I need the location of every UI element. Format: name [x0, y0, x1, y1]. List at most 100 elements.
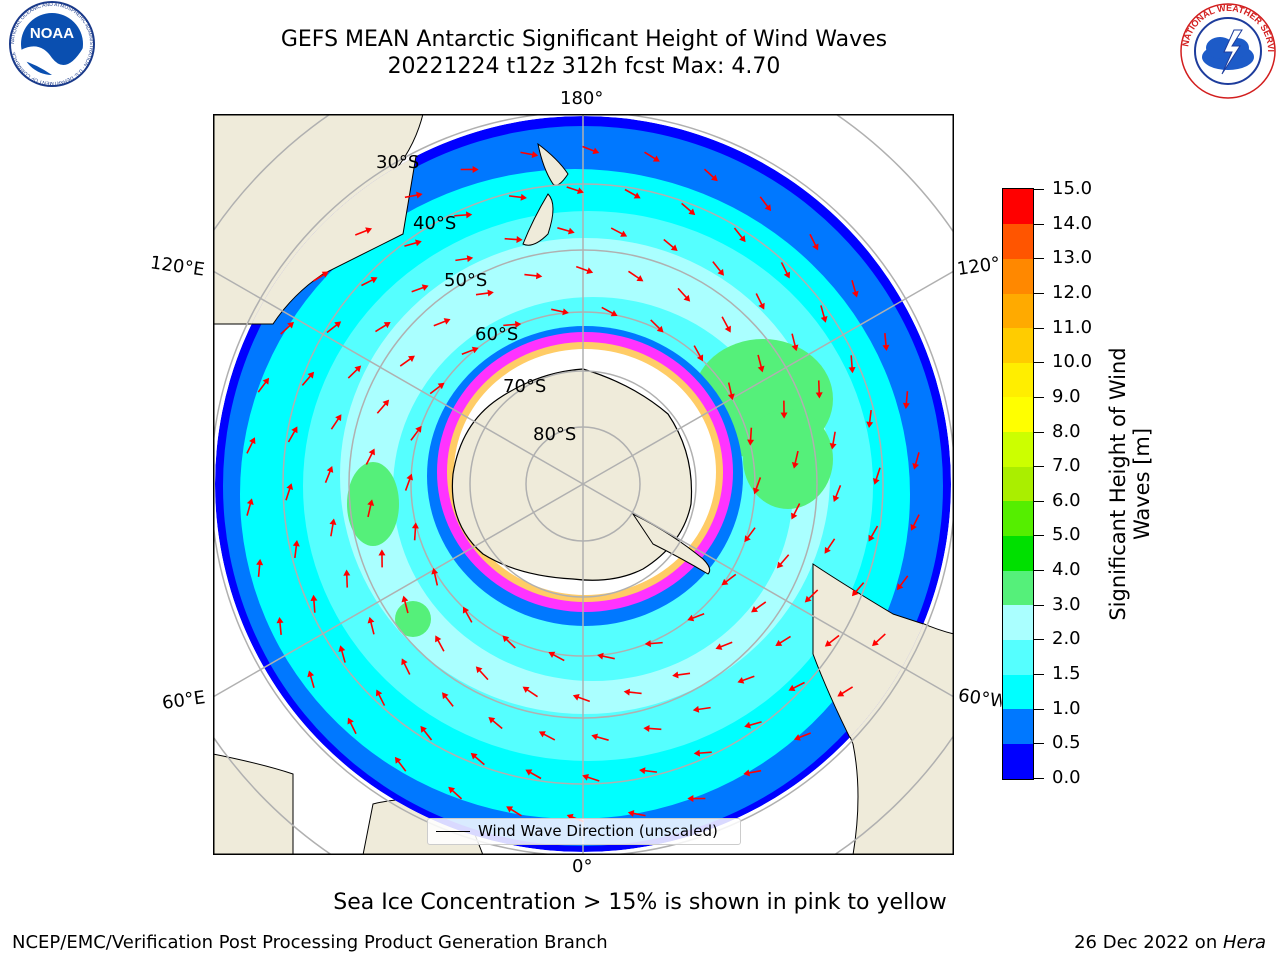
lon-label-0: 0° [572, 856, 593, 877]
wave-arrow-shaft [422, 728, 433, 741]
colorbar-tick-label: 2.0 [1052, 628, 1081, 650]
wave-arrow-shaft [740, 675, 755, 682]
wave-arrow-head [783, 271, 791, 279]
legend-line-swatch [436, 831, 470, 833]
wave-arrow-head [739, 235, 746, 243]
land-antarctica [451, 368, 693, 581]
wave-arrow-shaft [690, 613, 705, 620]
wave-arrow-head [804, 595, 812, 603]
wave-arrow-shaft [703, 168, 716, 180]
wave-arrow-shaft [347, 367, 359, 379]
wave-arrow-head [338, 645, 346, 652]
wave-arrow-shaft [509, 807, 522, 817]
wave-arrow-shaft [324, 469, 332, 484]
wave-arrow-head [562, 308, 569, 316]
wave-arrow-shaft [285, 486, 292, 501]
wave-arrow-head [727, 393, 735, 401]
wave-arrow-shaft [413, 526, 417, 541]
wave-arrow-head [820, 316, 828, 323]
wave-arrow-head [717, 268, 724, 276]
wave-arrow-shaft [520, 151, 535, 156]
wave-arrow-head [775, 639, 783, 646]
wave-arrow-head [791, 461, 799, 469]
wave-arrow-head [623, 688, 631, 696]
colorbar-segment [1003, 362, 1033, 398]
wave-arrow-head [343, 569, 351, 576]
wave-arrow-shaft [557, 227, 572, 233]
wave-arrow-shaft [898, 575, 909, 588]
wave-arrow-head [249, 437, 256, 445]
wave-arrow-head [471, 346, 479, 354]
wave-arrow-head [321, 271, 329, 278]
wave-arrow-head [462, 606, 470, 614]
colorbar-tick [1034, 535, 1044, 537]
wave-arrow-shaft [528, 770, 542, 780]
wave-arrow-shaft [367, 503, 372, 518]
wave-arrow-shaft [884, 333, 887, 348]
wave-arrow-head [415, 239, 422, 247]
wave-arrow-shaft [433, 571, 439, 586]
lat-label-60s: 60°S [475, 324, 519, 345]
wave-arrow-head [912, 462, 920, 470]
wave-arrow-shaft [754, 477, 762, 491]
svg-text:NOAA: NOAA [30, 25, 74, 42]
wave-arrow-shaft [834, 484, 842, 499]
wave-arrow-head [435, 635, 442, 643]
lon-label-180: 180° [560, 88, 604, 109]
colorbar [1002, 188, 1034, 780]
wave-arrow-head [791, 512, 798, 520]
legend-label: Wind Wave Direction (unscaled) [478, 822, 718, 840]
wave-arrow-head [737, 677, 745, 684]
wave-arrow-head [851, 589, 859, 597]
wave-arrow-head [335, 414, 342, 422]
wave-arrow-head [291, 426, 298, 434]
wave-arrow-head [832, 495, 840, 503]
colorbar-tick-label: 1.0 [1052, 697, 1081, 719]
colorbar-tick-label: 1.5 [1052, 663, 1081, 685]
wave-arrow-head [472, 165, 479, 173]
lon-label-60w: 60°W [956, 685, 1004, 712]
wave-arrow-shaft [436, 638, 445, 652]
wave-arrow-head [506, 806, 514, 813]
wave-arrow-shaft [361, 278, 375, 287]
wave-arrow-head [465, 211, 473, 219]
wave-direction-arrows [246, 145, 920, 823]
colorbar-tick-label: 4.0 [1052, 559, 1081, 581]
colorbar-tick-label: 3.0 [1052, 593, 1081, 615]
colorbar-title-line1: Significant Height of Wind [1106, 347, 1130, 621]
wave-arrow-shaft [827, 634, 840, 645]
wave-arrow-shaft [749, 427, 753, 442]
wave-arrow-head [329, 518, 337, 526]
lat-label-70s: 70°S [503, 376, 547, 397]
wave-arrow-shaft [312, 598, 316, 613]
wave-arrow-shaft [747, 769, 762, 775]
wave-arrow-shaft [490, 718, 503, 730]
wave-arrow-head [586, 267, 594, 274]
wave-arrow-head [538, 731, 546, 738]
wave-arrow-shaft [330, 417, 340, 430]
wave-arrow-head [437, 382, 445, 390]
colorbar-tick [1034, 778, 1044, 779]
colorbar-segment [1003, 223, 1033, 259]
colorbar-tick-label: 11.0 [1052, 316, 1093, 338]
wave-arrow-head [791, 344, 799, 352]
wave-arrow-head [354, 365, 362, 373]
wave-arrow-head [693, 749, 701, 757]
wave-arrow-shaft [697, 751, 712, 755]
wave-arrow-shaft [853, 582, 865, 594]
wave-arrow-head [470, 752, 478, 760]
wave-arrow-head [262, 377, 270, 385]
wave-arrow-head [829, 442, 837, 450]
wave-arrow-shaft [746, 527, 756, 540]
colorbar-tick [1034, 189, 1044, 190]
wave-arrow-head [416, 191, 423, 199]
wave-arrow-shaft [525, 688, 538, 698]
wave-arrow-shaft [780, 262, 789, 276]
wave-arrow-shaft [257, 380, 268, 393]
wave-arrow-head [246, 498, 254, 506]
wave-arrow-shaft [693, 345, 702, 359]
wave-arrow-shaft [443, 694, 454, 707]
wave-arrow-head [475, 666, 483, 674]
wave-arrow-head [747, 439, 755, 446]
wave-arrow-shaft [721, 316, 730, 330]
